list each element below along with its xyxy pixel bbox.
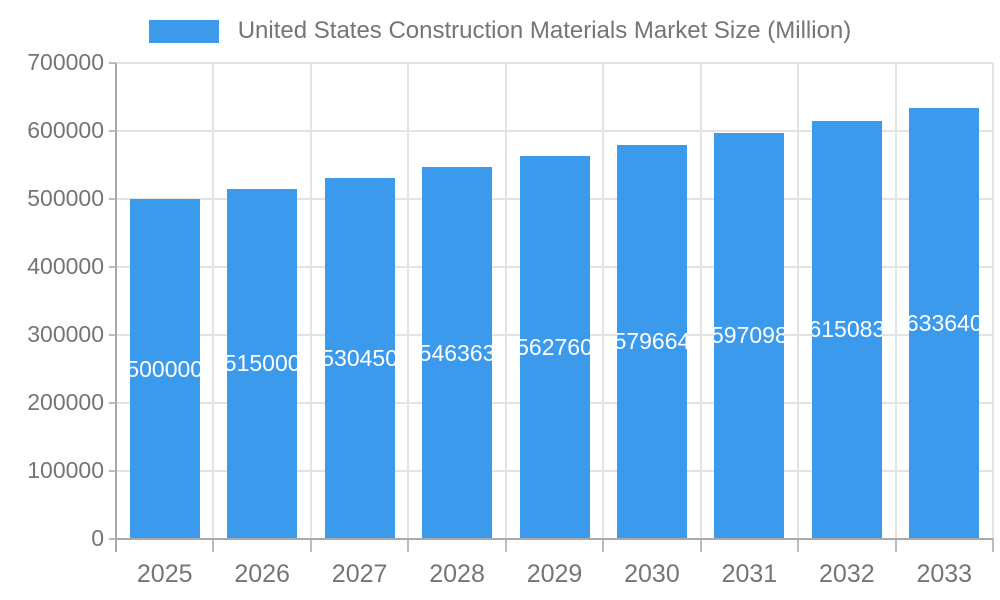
x-tick xyxy=(212,539,215,552)
bar xyxy=(909,108,980,539)
bar-value-text: 597098 xyxy=(714,322,785,349)
y-tick-label: 700000 xyxy=(27,49,104,75)
y-tick-label: 300000 xyxy=(27,321,104,347)
x-gridline xyxy=(992,63,994,539)
bar xyxy=(714,132,785,539)
bar-value-label: 597098 xyxy=(714,322,784,350)
x-tick-label: 2031 xyxy=(721,560,778,588)
bar-value-label: 546363 xyxy=(422,339,492,367)
x-tick-label: 2029 xyxy=(526,560,583,588)
bar-value-label: 615083 xyxy=(812,316,882,344)
x-tick-label: 2033 xyxy=(916,560,973,588)
bar-value-text: 546363 xyxy=(422,339,493,366)
x-gridline xyxy=(602,63,605,539)
bar-value-label: 579664 xyxy=(617,328,687,356)
y-tick xyxy=(109,62,116,64)
x-tick xyxy=(602,539,605,552)
x-gridline xyxy=(309,63,312,539)
y-tick xyxy=(109,538,116,540)
x-gridline xyxy=(212,63,215,539)
y-tick-label: 600000 xyxy=(27,117,104,143)
y-tick-label: 200000 xyxy=(27,389,104,415)
bar xyxy=(227,188,298,539)
legend-swatch xyxy=(148,19,219,43)
y-tick xyxy=(109,198,116,200)
bar-value-label: 530450 xyxy=(325,345,395,373)
x-tick xyxy=(309,539,312,552)
x-gridline xyxy=(894,63,897,539)
bar-value-text: 615083 xyxy=(811,316,882,343)
y-gridline xyxy=(116,130,993,132)
x-tick-label: 2025 xyxy=(136,560,193,588)
legend-label: United States Construction Materials Mar… xyxy=(237,17,852,44)
y-tick xyxy=(109,334,116,336)
bar xyxy=(616,144,687,539)
x-gridline xyxy=(504,63,507,539)
x-tick xyxy=(699,539,702,552)
x-tick-label: 2030 xyxy=(624,560,680,588)
legend: United States Construction Materials Mar… xyxy=(0,17,1000,45)
x-tick-label: 2027 xyxy=(331,560,388,588)
x-tick-label: 2028 xyxy=(429,560,485,588)
bar xyxy=(422,167,493,539)
bar xyxy=(811,120,882,539)
bar-value-label: 633640 xyxy=(909,310,979,338)
y-gridline xyxy=(116,62,993,64)
y-tick-label: 400000 xyxy=(27,253,104,279)
y-tick xyxy=(109,266,116,268)
x-tick xyxy=(992,539,994,552)
bar-value-text: 530450 xyxy=(324,345,395,372)
y-tick xyxy=(109,130,116,132)
y-tick xyxy=(109,470,116,472)
x-gridline xyxy=(699,63,702,539)
bar-value-label: 500000 xyxy=(130,355,200,383)
x-tick xyxy=(504,539,507,552)
x-tick-label: 2026 xyxy=(234,560,290,588)
bar-value-label: 515000 xyxy=(227,350,297,378)
x-gridline xyxy=(407,63,410,539)
x-tick-label: 2032 xyxy=(819,560,875,588)
bar-value-text: 500000 xyxy=(129,355,200,382)
bar-value-label: 562760 xyxy=(520,334,590,362)
bar xyxy=(519,156,590,539)
bar xyxy=(129,199,200,539)
y-axis-line xyxy=(115,63,117,552)
y-tick-label: 0 xyxy=(91,525,104,551)
x-gridline xyxy=(797,63,800,539)
bar xyxy=(324,178,395,539)
bar-value-text: 633640 xyxy=(909,310,980,337)
x-tick xyxy=(407,539,410,552)
x-tick xyxy=(797,539,800,552)
x-axis-line xyxy=(116,538,993,540)
bar-value-text: 562760 xyxy=(519,334,590,361)
x-tick xyxy=(894,539,897,552)
bar-value-text: 579664 xyxy=(616,328,687,355)
y-tick xyxy=(109,402,116,404)
bar-value-text: 515000 xyxy=(227,350,298,377)
y-tick-label: 500000 xyxy=(27,185,104,211)
y-tick-label: 100000 xyxy=(27,457,104,483)
